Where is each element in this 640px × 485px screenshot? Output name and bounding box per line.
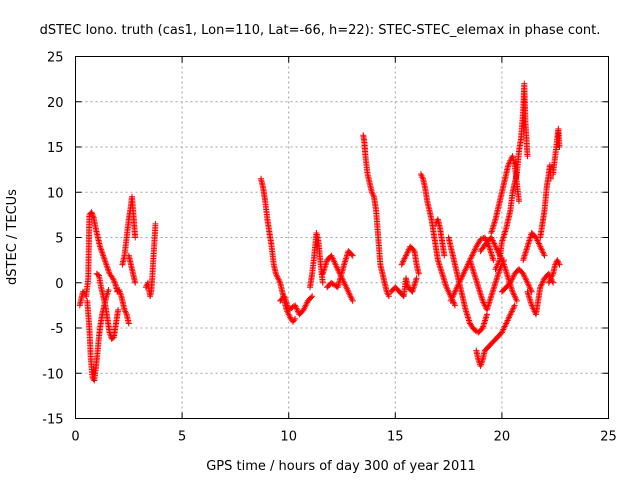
x-tick-label: 10 [280, 430, 297, 445]
data-layer [76, 80, 563, 384]
y-tick-label: -10 [42, 367, 63, 382]
data-point-markers [76, 80, 563, 384]
y-axis-label: dSTEC / TECUs [5, 189, 20, 285]
x-axis-label: GPS time / hours of day 300 of year 2011 [206, 459, 476, 474]
x-tick-label: 25 [600, 430, 617, 445]
y-tick-label: 15 [47, 141, 64, 156]
y-tick-label: -5 [51, 322, 64, 337]
x-tick-label: 15 [387, 430, 404, 445]
y-tick-label: 25 [47, 51, 64, 66]
ticks: 0 5 10 15 20 25 -15 -10 -5 0 5 10 15 20 25 [42, 51, 617, 445]
chart-title: dSTEC Iono. truth (cas1, Lon=110, Lat=-6… [40, 23, 601, 38]
y-tick-label: 5 [55, 232, 63, 247]
y-tick-label: -15 [42, 413, 63, 428]
y-tick-label: 20 [47, 96, 64, 111]
y-tick-label: 0 [55, 277, 63, 292]
y-tick-label: 10 [47, 186, 64, 201]
x-tick-label: 5 [178, 430, 186, 445]
x-tick-label: 0 [71, 430, 79, 445]
x-tick-label: 20 [494, 430, 511, 445]
